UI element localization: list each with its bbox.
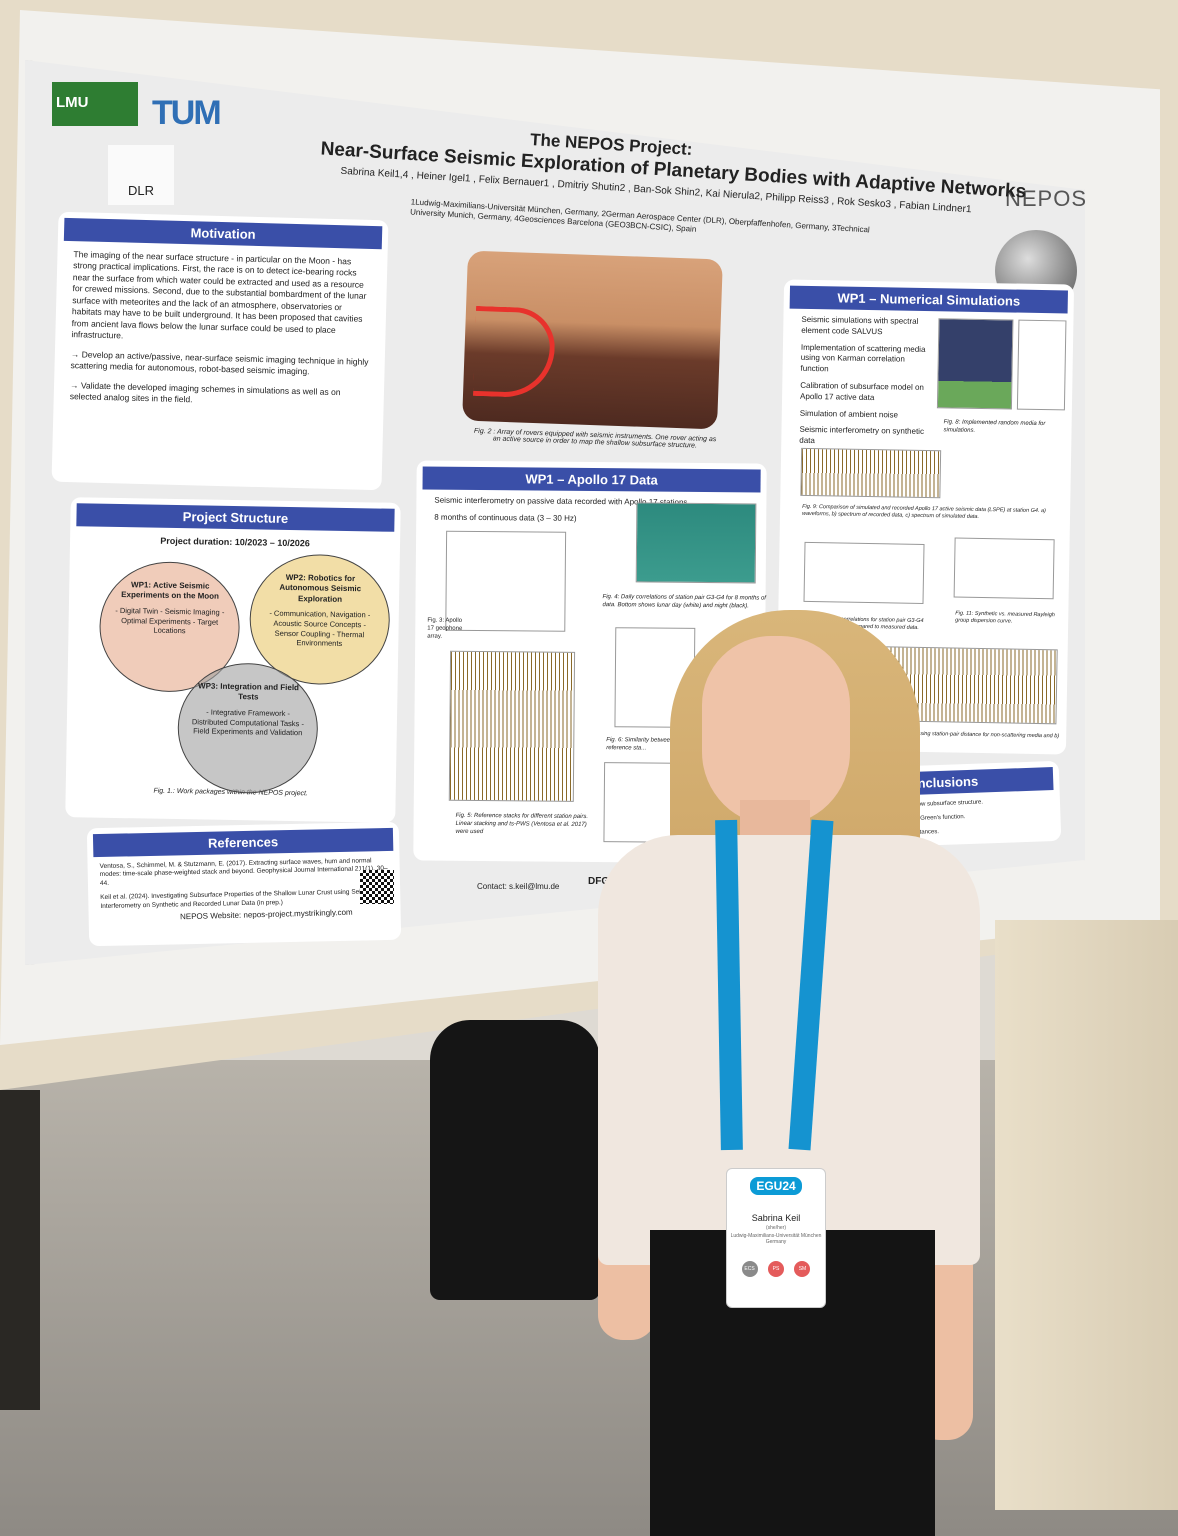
velocity-profile-plot [1016,319,1067,411]
numerical-bullet-1: Seismic simulations with spectral elemen… [801,314,919,337]
references-heading: References [92,827,394,858]
dispersion-curve-plot [953,537,1055,600]
wp2-title: WP2: Robotics for Autonomous Seismic Exp… [279,572,362,604]
apollo17-heading: WP1 – Apollo 17 Data [422,466,761,493]
source-wave-arc [472,305,557,399]
lmu-logo: LMU [52,82,138,126]
wp3-circle: WP3: Integration and Field Tests - Integ… [176,662,319,795]
name-badge: EGU24 Sabrina Keil (she/her) Ludwig-Maxi… [726,1168,826,1308]
motivation-validate: → Validate the developed imaging schemes… [69,379,341,405]
nepos-logo: NEPOS [1005,186,1088,211]
numerical-heading: WP1 – Numerical Simulations [789,285,1068,314]
background-person-leg [0,1090,40,1410]
motivation-panel: Motivation The imaging of the near surfa… [51,211,389,491]
reference-1: Ventosa, S., Schimmel, M. & Stutzmann, E… [99,857,388,887]
badge-pronouns: (she/her) [765,1225,786,1231]
fig3-caption: Fig. 3: Apollo 17 geophone array. [427,617,463,640]
numerical-bullet-4: Simulation of ambient noise [799,408,899,420]
background-visitor [430,1020,600,1300]
work-package-venn: WP1: Active Seismic Experiments on the M… [72,550,394,795]
reference-stacks-plot [448,650,576,802]
numerical-bullet-5: Seismic interferometry on synthetic data [799,425,925,446]
dfg-logo: DFG [588,876,610,887]
project-structure-panel: Project Structure Project duration: 10/2… [65,497,401,823]
waveform-comparison-plot [800,447,942,499]
motivation-heading: Motivation [63,217,383,250]
badge-name: Sabrina Keil [751,1213,801,1223]
fig5-caption: Fig. 5: Reference stacks for different s… [455,812,589,836]
tum-logo: TUM [152,94,222,132]
random-media-plot [936,318,1014,410]
badge-division-tags: ECS PS SM [727,1257,825,1277]
rover-illustration [462,250,723,430]
motivation-goal: → Develop an active/passive, near-surfac… [70,348,369,377]
presenter-face [702,636,850,826]
dlr-logo: DLR [108,145,174,205]
badge-tag-sm: SM [794,1261,811,1277]
badge-organization: Ludwig-Maximilians-Universität München G… [730,1233,822,1245]
project-duration: Project duration: 10/2023 – 10/2026 [160,535,310,549]
qr-code [360,870,394,904]
numerical-bullet-2: Implementation of scattering media using… [800,342,926,374]
motivation-text: The imaging of the near surface structur… [71,249,367,341]
wp1-items: - Digital Twin - Seismic Imaging - Optim… [115,605,225,636]
contact-email: Contact: s.keil@lmu.de [477,882,560,891]
badge-tag-ecs: ECS [741,1261,758,1277]
fig8-caption: Fig. 8: Implemented random media for sim… [943,419,1046,434]
wp3-items: - Integrative Framework - Distributed Co… [191,707,304,738]
fig11-caption: Fig. 11: Synthetic vs. measured Rayleigh… [955,610,1055,625]
references-panel: References Ventosa, S., Schimmel, M. & S… [86,821,402,947]
structure-heading: Project Structure [76,503,395,532]
numerical-bullet-3: Calibration of subsurface model on Apoll… [800,380,924,402]
egu-logo: EGU24 [750,1177,802,1195]
fig9-caption: Fig. 9: Comparison of simulated and reco… [801,503,1046,521]
badge-tag-ps: PS [768,1261,784,1277]
daily-correlations-plot [635,502,757,584]
fig4-caption: Fig. 4: Daily correlations of station pa… [602,594,766,610]
wp2-items: - Communication, Navigation - Acoustic S… [269,608,371,649]
wp1-title: WP1: Active Seismic Experiments on the M… [121,580,220,602]
stacked-correlations-plot [803,541,925,604]
board-stand [995,920,1178,1510]
wp3-title: WP3: Integration and Field Tests [198,681,300,702]
